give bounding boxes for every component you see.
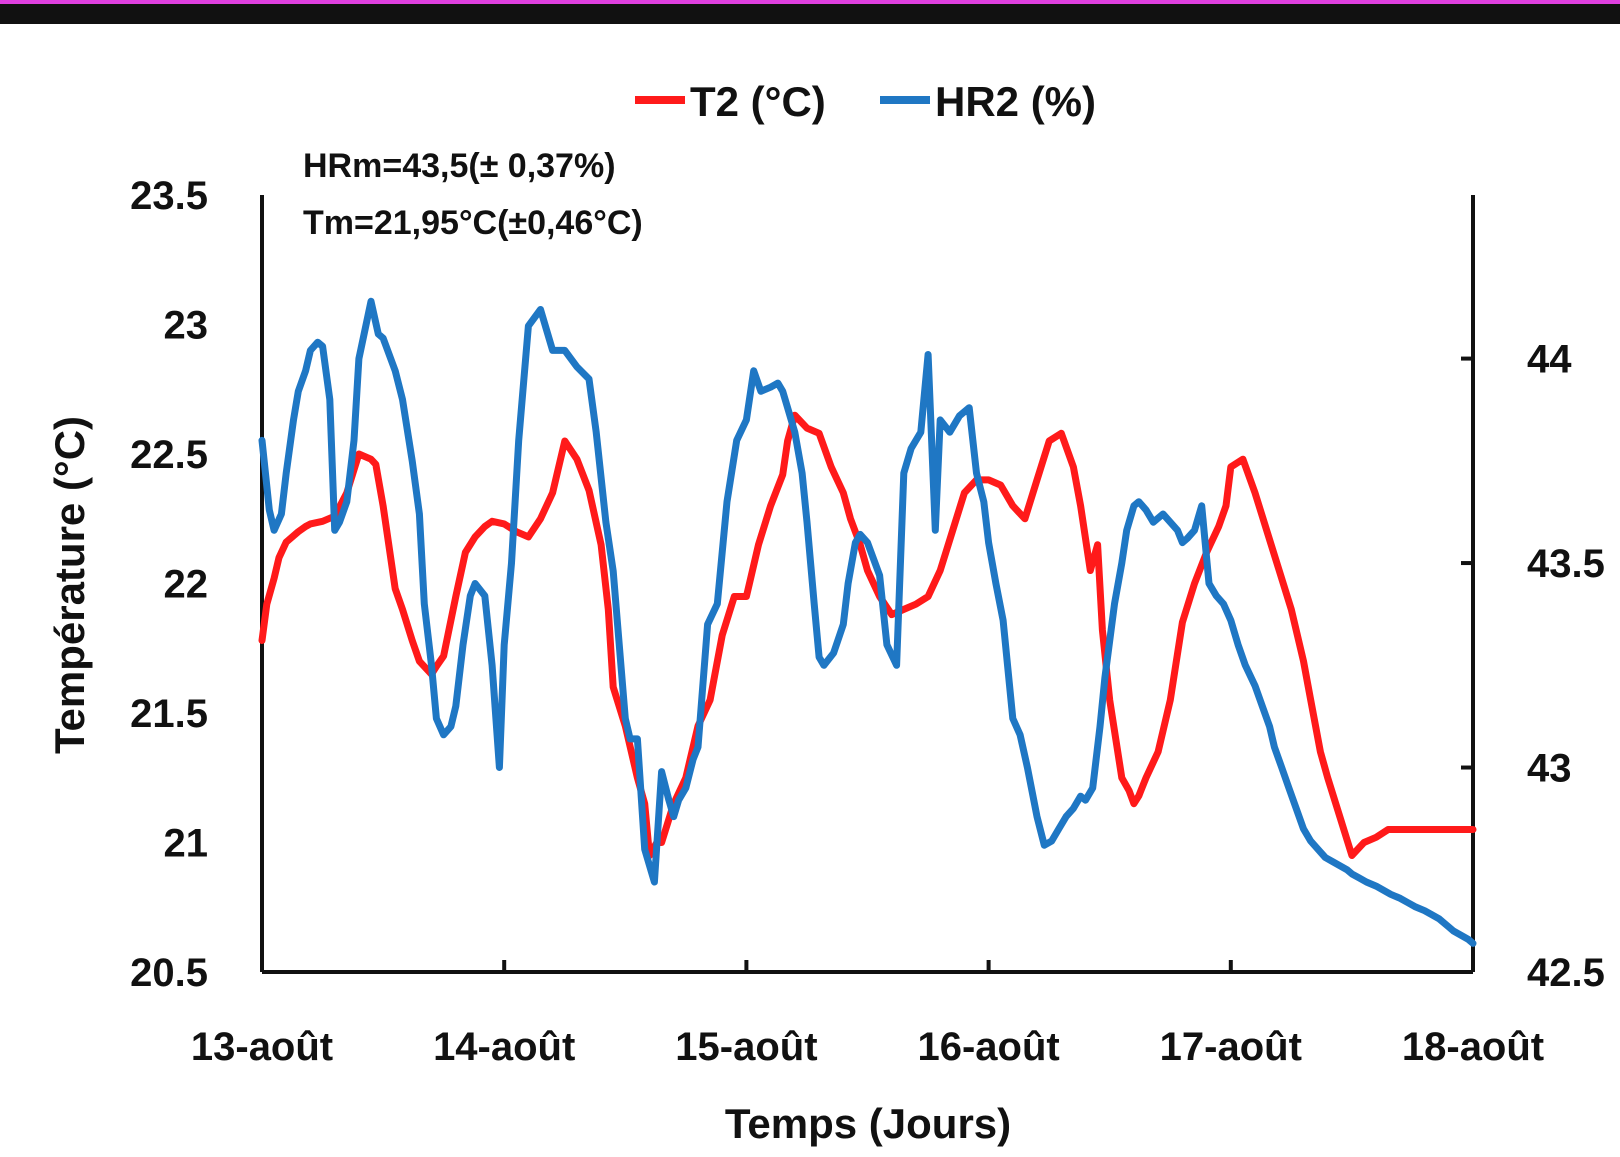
top-border-bar: [0, 4, 1620, 24]
y-right-tick-label: 42.5: [1527, 951, 1605, 995]
y-right-tick-label: 43.5: [1527, 542, 1605, 586]
x-tick-label: 13-août: [191, 1025, 333, 1069]
legend-t2-label: T2 (°C): [690, 78, 826, 125]
tick-layer: 20.5 21 21.5 22 22.5 23 23.5 42.5 43 43.5 44 13-aoû…: [130, 174, 1605, 1069]
y-left-tick-label: 21.5: [130, 692, 208, 736]
annotation-t-mean: Tm=21,95°C(±0,46°C): [303, 204, 643, 242]
annotation-hr-mean: HRm=43,5(± 0,37%): [303, 147, 616, 185]
y-left-tick-label: 21: [164, 822, 209, 866]
top-accent-line: [0, 0, 1620, 4]
y-left-tick-label: 23: [164, 304, 209, 348]
x-tick-label: 17-août: [1160, 1025, 1302, 1069]
x-tick-label: 16-août: [917, 1025, 1059, 1069]
y-left-tick-label: 20.5: [130, 951, 208, 995]
y-axis-title: Température (°C): [46, 416, 93, 754]
x-tick-label: 14-août: [433, 1025, 575, 1069]
x-tick-label: 18-août: [1402, 1025, 1544, 1069]
series-line-t2: [258, 411, 1477, 859]
x-axis-title: Temps (Jours): [725, 1100, 1011, 1147]
series-line-hr2: [258, 297, 1477, 947]
y-left-tick-label: 22.5: [130, 433, 208, 477]
legend: T2 (°C) HR2 (%): [635, 78, 1096, 125]
axes: [260, 195, 1475, 974]
x-tick-label: 15-août: [675, 1025, 817, 1069]
series-layer: [258, 297, 1477, 947]
y-left-tick-label: 23.5: [130, 174, 208, 218]
y-right-tick-label: 44: [1527, 338, 1572, 382]
legend-hr2-label: HR2 (%): [935, 78, 1096, 125]
y-left-tick-label: 22: [164, 563, 209, 607]
y-right-tick-label: 43: [1527, 747, 1572, 791]
